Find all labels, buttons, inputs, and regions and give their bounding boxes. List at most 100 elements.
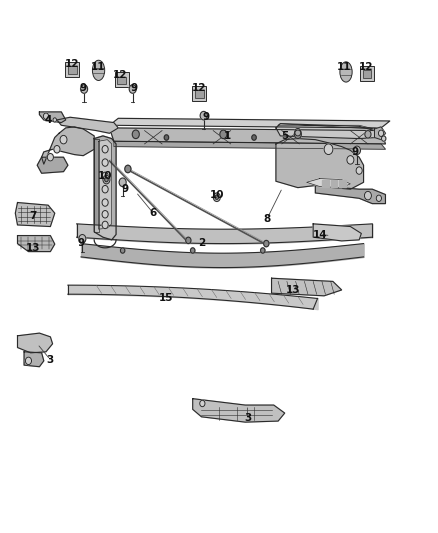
Circle shape — [120, 248, 125, 253]
Polygon shape — [315, 185, 385, 204]
Circle shape — [102, 146, 108, 153]
Circle shape — [213, 193, 220, 201]
Text: 11: 11 — [91, 62, 106, 71]
Polygon shape — [276, 139, 364, 189]
Polygon shape — [339, 180, 346, 187]
Text: 13: 13 — [25, 243, 40, 253]
Polygon shape — [94, 139, 99, 232]
Circle shape — [119, 178, 126, 187]
Text: 9: 9 — [78, 238, 85, 247]
Text: 5: 5 — [281, 131, 288, 141]
Text: 12: 12 — [358, 62, 373, 71]
Polygon shape — [99, 140, 112, 229]
Bar — [117, 77, 126, 84]
Circle shape — [164, 135, 169, 140]
Text: 14: 14 — [312, 230, 327, 239]
Circle shape — [376, 195, 381, 201]
Circle shape — [294, 130, 301, 139]
Text: 9: 9 — [80, 83, 87, 93]
Text: 10: 10 — [209, 190, 224, 199]
Text: 3: 3 — [244, 414, 251, 423]
Text: 3: 3 — [47, 355, 54, 365]
Text: 2: 2 — [198, 238, 205, 247]
Polygon shape — [114, 141, 385, 149]
Circle shape — [200, 111, 207, 120]
Circle shape — [43, 113, 49, 119]
Circle shape — [132, 130, 139, 139]
Circle shape — [129, 85, 136, 93]
Circle shape — [200, 400, 205, 407]
Polygon shape — [374, 127, 385, 140]
Polygon shape — [307, 179, 350, 188]
Bar — [192, 86, 206, 101]
Circle shape — [53, 118, 57, 122]
Polygon shape — [110, 118, 390, 128]
Text: 11: 11 — [336, 62, 351, 71]
Circle shape — [102, 159, 108, 166]
Polygon shape — [331, 180, 337, 187]
Circle shape — [102, 199, 108, 206]
Text: 9: 9 — [202, 112, 209, 122]
Polygon shape — [37, 157, 68, 173]
Bar — [115, 72, 129, 87]
Text: 8: 8 — [264, 214, 271, 223]
Text: 9: 9 — [351, 147, 358, 157]
Bar — [363, 70, 371, 78]
Circle shape — [186, 237, 191, 244]
Text: 6: 6 — [150, 208, 157, 218]
Polygon shape — [276, 124, 377, 139]
Circle shape — [54, 146, 60, 153]
Circle shape — [60, 135, 67, 144]
Polygon shape — [39, 112, 66, 123]
Text: 9: 9 — [130, 83, 137, 93]
Text: 12: 12 — [65, 59, 80, 69]
Circle shape — [364, 191, 371, 200]
Text: 12: 12 — [192, 83, 207, 93]
Polygon shape — [42, 127, 94, 164]
Circle shape — [102, 211, 108, 218]
Circle shape — [102, 221, 108, 229]
Circle shape — [220, 130, 227, 139]
Bar — [195, 90, 204, 98]
Circle shape — [264, 240, 269, 247]
Circle shape — [295, 128, 301, 136]
Polygon shape — [278, 124, 374, 129]
Polygon shape — [94, 136, 116, 240]
Circle shape — [125, 165, 131, 173]
Bar — [360, 66, 374, 81]
Polygon shape — [18, 333, 53, 353]
Text: 4: 4 — [45, 115, 52, 125]
Text: 10: 10 — [98, 171, 113, 181]
Circle shape — [381, 136, 386, 141]
Circle shape — [81, 85, 88, 93]
Circle shape — [378, 130, 384, 136]
Ellipse shape — [340, 62, 352, 82]
Text: 7: 7 — [29, 211, 36, 221]
Text: 13: 13 — [286, 286, 301, 295]
Circle shape — [102, 185, 108, 193]
Circle shape — [261, 248, 265, 253]
Circle shape — [25, 357, 32, 365]
Polygon shape — [193, 399, 285, 422]
Bar — [65, 62, 79, 77]
Circle shape — [324, 144, 333, 155]
Circle shape — [103, 175, 110, 184]
Bar — [68, 66, 77, 74]
Circle shape — [191, 248, 195, 253]
Polygon shape — [57, 117, 118, 133]
Circle shape — [252, 135, 256, 140]
Text: 15: 15 — [159, 294, 174, 303]
Circle shape — [47, 154, 53, 161]
Text: 9: 9 — [121, 184, 128, 194]
Circle shape — [215, 195, 219, 199]
Polygon shape — [110, 128, 385, 144]
Circle shape — [365, 131, 371, 138]
Circle shape — [356, 167, 362, 174]
Polygon shape — [322, 180, 328, 187]
Circle shape — [79, 235, 86, 243]
Text: 1: 1 — [224, 131, 231, 141]
Polygon shape — [272, 278, 342, 296]
Polygon shape — [15, 203, 55, 227]
Polygon shape — [313, 224, 361, 241]
Circle shape — [105, 177, 108, 182]
